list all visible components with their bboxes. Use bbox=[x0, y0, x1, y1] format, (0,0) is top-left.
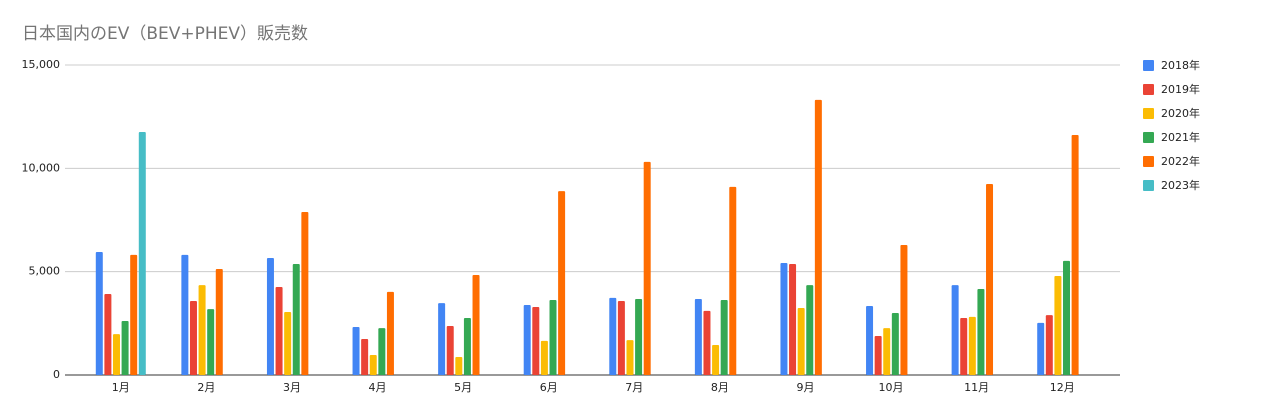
bar bbox=[874, 335, 882, 375]
bar bbox=[986, 184, 994, 375]
x-tick-label: 5月 bbox=[454, 381, 472, 394]
bar bbox=[720, 299, 728, 375]
bar bbox=[789, 264, 797, 375]
bar bbox=[95, 252, 103, 375]
legend-label: 2018年 bbox=[1161, 58, 1200, 72]
bar bbox=[455, 357, 463, 375]
bar bbox=[292, 264, 300, 375]
bar bbox=[369, 354, 377, 375]
legend-label: 2021年 bbox=[1161, 130, 1200, 144]
bar bbox=[189, 301, 197, 375]
x-tick-label: 8月 bbox=[711, 381, 729, 394]
bar bbox=[977, 289, 985, 375]
bar bbox=[438, 303, 446, 375]
bar bbox=[1054, 276, 1062, 375]
y-tick-label: 5,000 bbox=[29, 265, 61, 278]
bar bbox=[797, 308, 805, 375]
bar bbox=[266, 258, 274, 375]
y-tick-label: 15,000 bbox=[22, 58, 61, 71]
x-tick-label: 3月 bbox=[283, 381, 301, 394]
bar bbox=[814, 99, 822, 375]
legend-swatch bbox=[1143, 84, 1154, 95]
bar bbox=[729, 186, 737, 375]
legend-swatch bbox=[1143, 180, 1154, 191]
bar bbox=[284, 311, 292, 375]
bar bbox=[198, 285, 206, 375]
x-tick-label: 9月 bbox=[796, 381, 814, 394]
legend-label: 2020年 bbox=[1161, 106, 1200, 120]
bar bbox=[883, 328, 891, 375]
legend-swatch bbox=[1143, 156, 1154, 167]
bar bbox=[960, 317, 968, 375]
legend-swatch bbox=[1143, 132, 1154, 143]
legend-swatch bbox=[1143, 60, 1154, 71]
bar bbox=[1037, 322, 1045, 375]
legend-label: 2019年 bbox=[1161, 82, 1200, 96]
bar bbox=[472, 274, 480, 375]
bar bbox=[806, 285, 814, 375]
x-tick-label: 7月 bbox=[625, 381, 643, 394]
bar bbox=[558, 191, 566, 375]
bar bbox=[301, 211, 309, 375]
bar bbox=[121, 321, 129, 375]
bar bbox=[532, 307, 540, 375]
bar bbox=[1071, 135, 1079, 375]
bar bbox=[1063, 260, 1071, 375]
chart-title: 日本国内のEV（BEV+PHEV）販売数 bbox=[22, 24, 308, 44]
x-tick-label: 6月 bbox=[540, 381, 558, 394]
bar bbox=[352, 327, 360, 375]
legend-swatch bbox=[1143, 108, 1154, 119]
legend-label: 2022年 bbox=[1161, 154, 1200, 168]
bar bbox=[549, 299, 557, 375]
bar bbox=[643, 161, 651, 375]
bar bbox=[617, 301, 625, 375]
bar bbox=[866, 305, 874, 375]
bar bbox=[712, 345, 720, 375]
bar bbox=[891, 313, 899, 375]
bar bbox=[968, 316, 976, 375]
bar bbox=[446, 326, 454, 375]
bar bbox=[1045, 315, 1053, 375]
bar bbox=[609, 297, 617, 375]
bar bbox=[523, 304, 531, 375]
bar bbox=[540, 340, 548, 375]
bar bbox=[215, 268, 223, 375]
bar bbox=[635, 298, 643, 375]
x-tick-label: 12月 bbox=[1050, 381, 1075, 394]
x-tick-label: 2月 bbox=[197, 381, 215, 394]
bar bbox=[130, 254, 138, 375]
bar bbox=[181, 254, 189, 375]
bar bbox=[900, 245, 908, 375]
bar bbox=[361, 339, 369, 375]
bar bbox=[703, 310, 711, 375]
bar bbox=[386, 291, 394, 375]
x-tick-label: 4月 bbox=[369, 381, 387, 394]
bar bbox=[463, 317, 471, 375]
bar bbox=[378, 328, 386, 375]
bar bbox=[626, 340, 634, 375]
y-tick-label: 10,000 bbox=[22, 161, 61, 174]
x-tick-label: 1月 bbox=[112, 381, 130, 394]
bar bbox=[138, 131, 146, 375]
x-tick-label: 10月 bbox=[879, 381, 904, 394]
bar bbox=[951, 285, 959, 375]
bar bbox=[104, 293, 112, 375]
x-tick-label: 11月 bbox=[964, 381, 989, 394]
bar bbox=[694, 298, 702, 375]
bar bbox=[275, 286, 283, 375]
bar bbox=[780, 262, 788, 375]
legend-label: 2023年 bbox=[1161, 178, 1200, 192]
y-tick-label: 0 bbox=[53, 368, 60, 381]
bar bbox=[112, 334, 120, 375]
bar bbox=[207, 309, 215, 375]
